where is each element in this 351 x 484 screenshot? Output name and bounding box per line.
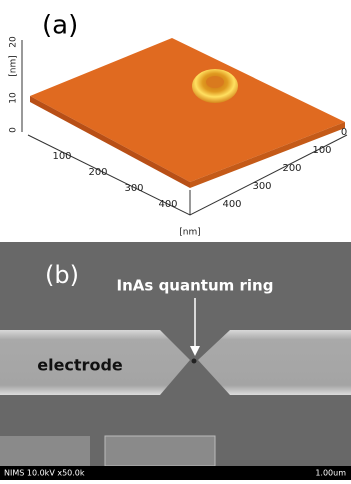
z-tick-label: 0 (9, 127, 19, 133)
figure: (a) [nm] 20 10 0 100 200 300 400 0 100 2… (0, 0, 351, 480)
tick-label: 100 (312, 145, 331, 156)
pad (105, 436, 215, 466)
tick-label: 0 (341, 127, 347, 138)
annotation: InAs quantum ring (117, 277, 274, 295)
z-tick-label: 20 (9, 36, 19, 48)
tick-label: 100 (52, 151, 71, 162)
tick-label: 300 (252, 181, 271, 192)
z-tick-label: 10 (9, 92, 19, 104)
tick-label: 200 (282, 163, 301, 174)
panel-label: (a) (42, 11, 78, 41)
panel-label: (b) (45, 261, 79, 289)
tick-label: 200 (88, 167, 107, 178)
pad (0, 436, 90, 466)
tick-label: 300 (124, 183, 143, 194)
ring-dot (192, 359, 197, 364)
tick-label: 400 (222, 199, 241, 210)
scale-text: 1.00um (315, 469, 346, 478)
tick-label: 400 (158, 199, 177, 210)
info-text: NIMS 10.0kV x50.0k (4, 469, 85, 478)
panel-b: NIMS 10.0kV x50.0k 1.00um (b) InAs quant… (0, 242, 351, 480)
xy-unit: [nm] (179, 228, 201, 238)
z-unit: [nm] (9, 55, 19, 77)
panel-a: (a) [nm] 20 10 0 100 200 300 400 0 100 2… (9, 11, 348, 238)
ring-hole (206, 76, 224, 88)
electrode-label: electrode (37, 356, 123, 375)
